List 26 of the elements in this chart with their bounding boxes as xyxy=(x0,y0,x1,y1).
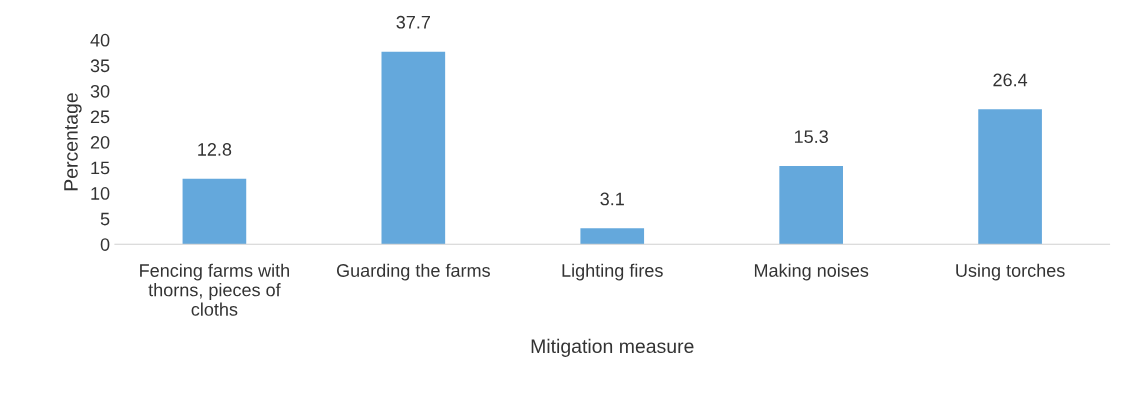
y-tick-label: 20 xyxy=(90,135,110,149)
data-label: 12.8 xyxy=(198,143,232,156)
y-tick-label: 0 xyxy=(100,238,110,251)
x-tick-label: Making noises xyxy=(754,263,869,281)
bar xyxy=(779,166,843,245)
bar xyxy=(381,51,446,245)
bar xyxy=(182,178,247,245)
x-tick-label: Guarding the farms xyxy=(336,263,490,281)
y-tick-label: 25 xyxy=(90,110,110,124)
x-tick-label: Fencing farms with thorns, pieces of cloths xyxy=(140,263,289,316)
x-axis-title: Mitigation measure xyxy=(531,338,694,357)
y-tick-label: 5 xyxy=(100,212,110,226)
x-tick-label: Lighting fires xyxy=(562,263,663,281)
bar xyxy=(580,228,645,245)
data-label: 26.4 xyxy=(993,73,1028,87)
bar xyxy=(978,109,1042,245)
y-tick-label: 40 xyxy=(90,33,110,47)
x-tick-label: Using torches xyxy=(956,263,1065,281)
y-tick-label: 35 xyxy=(90,59,110,73)
y-tick-label: 15 xyxy=(91,161,110,175)
data-label: 3.1 xyxy=(600,192,624,206)
y-tick-label: 30 xyxy=(90,84,110,98)
y-axis-title: Percentage xyxy=(64,93,82,191)
data-label: 37.7 xyxy=(396,15,430,29)
data-label: 15.3 xyxy=(794,130,828,144)
y-tick-label: 10 xyxy=(91,187,110,200)
